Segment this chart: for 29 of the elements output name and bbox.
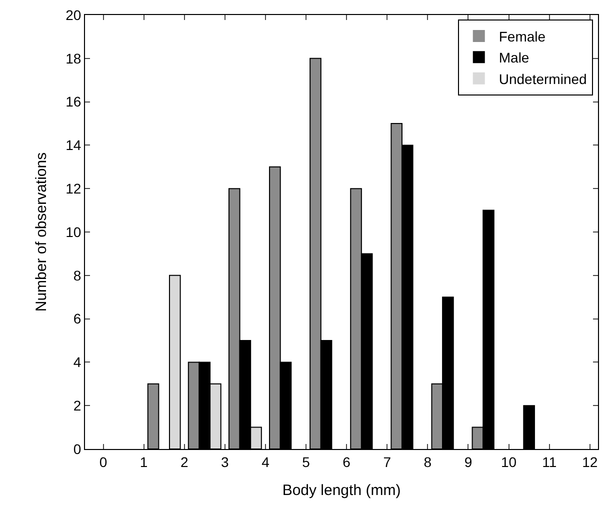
x-tick-label: 7 [383, 454, 392, 470]
y-tick-label: 20 [66, 6, 82, 23]
y-tick-label: 2 [73, 398, 82, 414]
x-tick-label: 12 [582, 454, 598, 470]
y-tick-label: 8 [73, 267, 82, 284]
y-tick-label: 12 [66, 180, 82, 196]
y-tick-label: 18 [66, 50, 82, 66]
x-tick-label: 10 [500, 454, 517, 470]
legend-label: Male [498, 50, 530, 66]
y-tick-label: 10 [66, 224, 82, 240]
legend-label: Female [498, 28, 546, 44]
x-tick-label: 4 [262, 454, 270, 470]
x-tick-label: 11 [542, 454, 557, 470]
y-tick-label: 14 [66, 137, 82, 154]
x-tick-label: 3 [221, 454, 230, 470]
x-tick-label: 5 [302, 454, 310, 470]
y-tick-label: 6 [73, 310, 82, 327]
x-tick-label: 9 [464, 454, 472, 470]
y-axis-title: Number of observations [32, 152, 50, 312]
legend-label: Undetermined [498, 70, 587, 87]
y-tick-label: 4 [73, 354, 82, 370]
y-tick-label: 0 [73, 440, 82, 457]
x-tick-label: 1 [140, 454, 148, 470]
x-tick-label: 8 [424, 454, 432, 470]
x-tick-label: 0 [99, 454, 108, 470]
y-tick-label: 16 [66, 94, 82, 110]
x-tick-label: 6 [342, 454, 351, 470]
x-tick-label: 2 [180, 454, 188, 470]
x-axis-title: Body length (mm) [282, 482, 401, 499]
